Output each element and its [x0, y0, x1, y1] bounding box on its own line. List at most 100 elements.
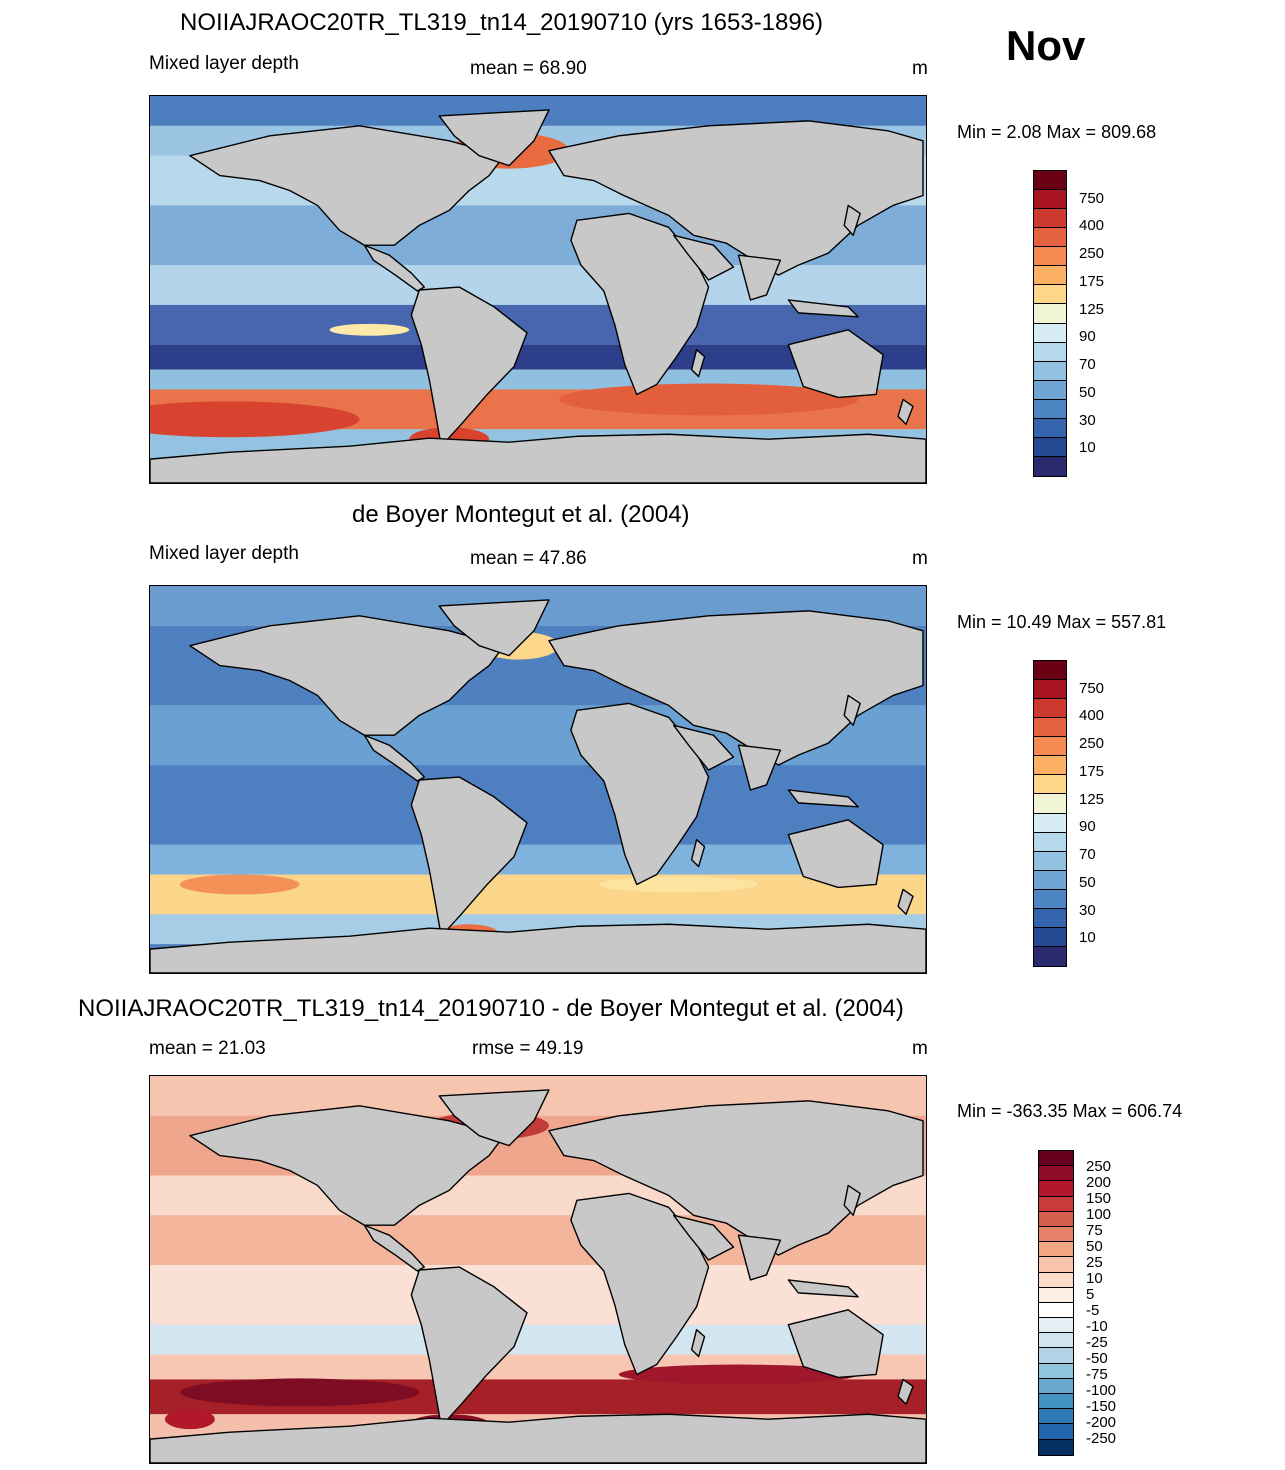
min-max-label: Min = 10.49 Max = 557.81: [957, 612, 1167, 632]
colorbar-box: [1034, 171, 1066, 191]
colorbar-box: [1034, 737, 1066, 757]
colorbar-label: 30: [1079, 411, 1096, 429]
colorbar-box: [1034, 190, 1066, 210]
colorbar-label: 250: [1079, 245, 1105, 263]
colorbar-box: [1039, 1257, 1073, 1273]
colorbar-box: [1034, 870, 1066, 890]
variable-label: Mixed layer depth: [149, 53, 299, 74]
units-label: m: [912, 1038, 928, 1059]
landmass-madagascar: [690, 838, 706, 868]
colorbar-label: 25: [1086, 1254, 1103, 1271]
colorbar-box: [1034, 247, 1066, 267]
colorbar-box: [1034, 794, 1066, 814]
colorbar-box: [1034, 889, 1066, 909]
landmass-australia: [787, 329, 884, 399]
map-obs: [149, 585, 927, 974]
colorbar-box: [1034, 908, 1066, 928]
colorbar-box: [1034, 266, 1066, 286]
ocean-anomaly: [179, 874, 300, 895]
colorbar-box: [1039, 1409, 1073, 1425]
panel-title: NOIIAJRAOC20TR_TL319_tn14_20190710 (yrs …: [180, 9, 824, 36]
colorbar-label: 75: [1086, 1222, 1103, 1239]
landmass-central-america: [363, 244, 425, 292]
colorbar-label: -10: [1086, 1318, 1108, 1335]
colorbar-box: [1034, 946, 1066, 966]
landmass-greenland: [438, 1089, 550, 1147]
colorbar: [1033, 170, 1067, 477]
colorbar-label: 70: [1079, 846, 1096, 864]
rmse-label: rmse = 49.19: [472, 1038, 584, 1059]
colorbar-label: -75: [1086, 1366, 1108, 1383]
ocean-anomaly: [329, 323, 410, 336]
colorbar-box: [1034, 418, 1066, 438]
landmass-antarctica: [150, 433, 926, 483]
colorbar-box: [1039, 1226, 1073, 1243]
landmass-madagascar: [690, 1328, 706, 1358]
ocean-band: [150, 265, 926, 305]
colorbar-label: 90: [1079, 818, 1096, 836]
colorbar-label: 175: [1079, 762, 1105, 780]
colorbar-box: [1034, 380, 1066, 400]
colorbar-box: [1039, 1394, 1073, 1410]
landmass-australia: [787, 819, 884, 889]
colorbar-box: [1039, 1181, 1073, 1197]
landmass-antarctica: [150, 923, 926, 973]
month-label: Nov: [1006, 22, 1086, 69]
colorbar-label: 10: [1079, 439, 1096, 457]
colorbar-box: [1034, 718, 1066, 738]
landmass-indonesia: [787, 789, 859, 808]
mean-label: mean = 21.03: [149, 1038, 266, 1059]
landmass-arabia: [672, 724, 735, 771]
colorbar-label: 10: [1086, 1270, 1103, 1287]
colorbar-box: [1034, 699, 1066, 719]
colorbar-box: [1039, 1302, 1073, 1319]
variable-label: Mixed layer depth: [149, 543, 299, 564]
colorbar-label: 400: [1079, 217, 1105, 235]
colorbar-label: 5: [1086, 1286, 1095, 1303]
colorbar-box: [1039, 1211, 1073, 1227]
min-max-label: Min = -363.35 Max = 606.74: [957, 1101, 1183, 1121]
landmass-south-america: [410, 286, 528, 447]
colorbar-label: 90: [1079, 328, 1096, 346]
mean-label: mean = 47.86: [470, 548, 587, 569]
landmass-australia: [787, 1309, 884, 1379]
landmass-japan: [843, 1184, 861, 1216]
landmass-central-america: [363, 734, 425, 782]
colorbar-label: 70: [1079, 356, 1096, 374]
landmass-arabia: [672, 234, 735, 281]
ocean-anomaly: [150, 401, 360, 438]
colorbar-box: [1034, 927, 1066, 947]
colorbar-box: [1034, 209, 1066, 229]
colorbar-box: [1039, 1272, 1073, 1288]
colorbar-label: 100: [1086, 1206, 1112, 1223]
colorbar-label: 750: [1079, 189, 1105, 207]
landmass-japan: [843, 204, 861, 236]
landmass-greenland: [438, 109, 550, 167]
landmass-india: [737, 1234, 782, 1281]
landmass-north-america: [189, 615, 505, 736]
colorbar-box: [1034, 342, 1066, 362]
colorbar-label: 10: [1079, 929, 1096, 947]
colorbar-label: 125: [1079, 300, 1105, 318]
mean-label: mean = 68.90: [470, 58, 587, 79]
units-label: m: [912, 58, 928, 79]
colorbar: [1033, 660, 1067, 967]
panel-title: de Boyer Montegut et al. (2004): [352, 501, 690, 528]
colorbar-box: [1034, 399, 1066, 419]
colorbar-label: 750: [1079, 679, 1105, 697]
colorbar-label: 400: [1079, 707, 1105, 725]
colorbar-label: -25: [1086, 1334, 1108, 1351]
landmass-new-zealand: [897, 888, 914, 915]
colorbar-label: -50: [1086, 1350, 1108, 1367]
colorbar-label: 125: [1079, 790, 1105, 808]
landmass-north-america: [189, 125, 505, 246]
colorbar-label: 50: [1079, 873, 1096, 891]
colorbar-box: [1039, 1333, 1073, 1349]
colorbar-box: [1034, 361, 1066, 381]
colorbar-box: [1034, 775, 1066, 795]
colorbar-label: -100: [1086, 1382, 1117, 1399]
landmass-new-zealand: [897, 398, 914, 425]
colorbar-box: [1034, 228, 1066, 248]
colorbar-box: [1034, 680, 1066, 700]
colorbar-box: [1039, 1439, 1073, 1455]
